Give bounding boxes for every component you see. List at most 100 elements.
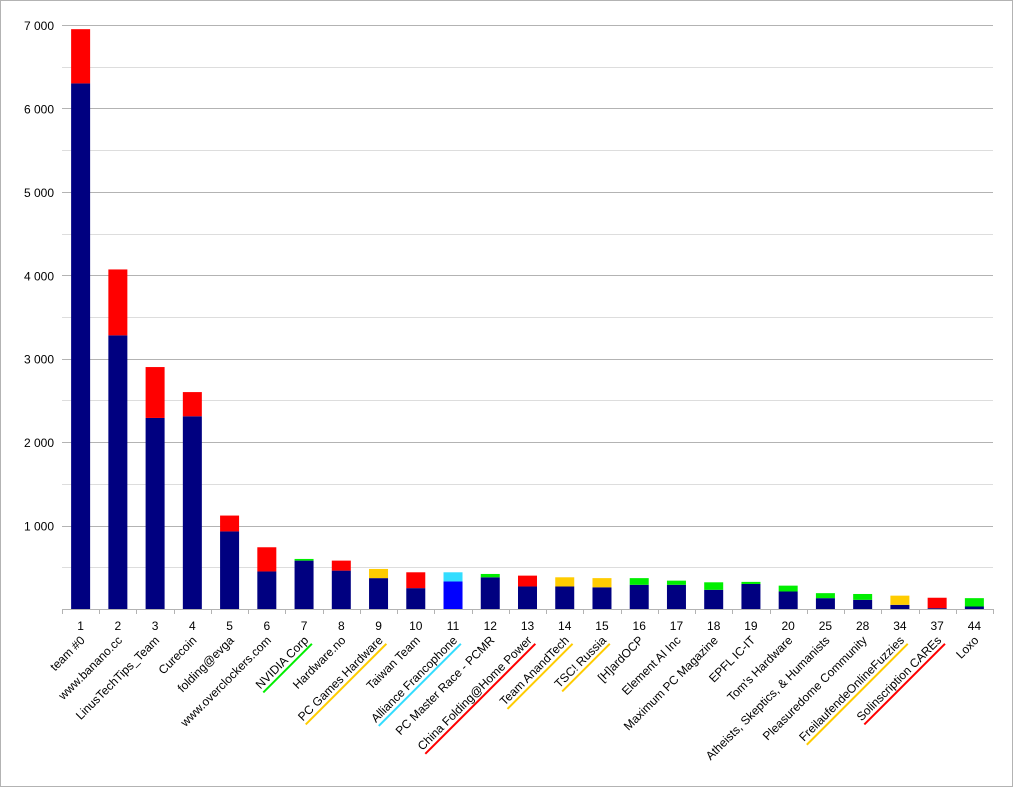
x-tick-rank-label: 14 [558,619,572,633]
x-tick-rank-label: 37 [930,619,944,633]
bar-segment-top [257,547,277,572]
bar-segment-base [853,599,873,609]
y-tick-label: 7 000 [24,19,54,33]
bar-segment-top [443,572,463,582]
bar-segment-top [71,29,91,84]
x-axis [62,609,994,614]
x-tick-name-label: Loxo [953,633,982,662]
x-tick-rank-label: 2 [115,619,122,633]
bar-segment-base [406,588,426,609]
bar-segment-base [964,606,984,609]
x-tick-name-underline [378,643,462,727]
x-tick-rank-label: 9 [375,619,382,633]
bar-segment-base [815,598,835,609]
bar-segment-base [369,578,389,609]
x-tick-name-group: Loxo [953,633,982,662]
bar-segment-base [778,591,798,609]
x-tick-rank-label: 6 [263,619,270,633]
x-tick-name-underline [262,643,313,694]
bar-segment-base [555,586,575,609]
bar-segment-top [890,595,910,605]
bar-segment-base [220,531,240,609]
y-tick-label: 1 000 [24,520,54,534]
bar-segment-base [145,417,165,609]
x-tick-rank-label: 15 [595,619,609,633]
x-tick-name-label: Tom's Hardware [724,633,795,704]
bar-segment-base [741,583,761,609]
x-tick-rank-label: 44 [968,619,982,633]
x-tick-name-underline [561,643,611,693]
x-tick-rank-label: 3 [152,619,159,633]
bar-segment-top [518,575,537,587]
x-tick-name-group: Tom's Hardware [724,633,795,704]
x-tick-rank-label: 13 [521,619,535,633]
bar-segment-top [220,515,240,532]
bar-segment-base [518,586,537,609]
x-tick-rank-label: 20 [782,619,796,633]
x-tick-rank-label: 1 [77,619,84,633]
x-tick-rank-label: 28 [856,619,870,633]
x-tick-name-underline [506,643,574,710]
bar-segment-base [182,416,202,609]
bar-segment-top [741,581,761,584]
x-tick-rank-label: 4 [189,619,196,633]
x-tick-name-underline [305,643,388,726]
bar-segment-top [853,593,873,600]
bar-segment-top [108,269,128,336]
bar-segment-base [704,589,724,609]
x-tick-rank-label: 17 [670,619,684,633]
bar-segment-base [257,571,277,609]
bar-segment-top [294,558,314,561]
bar-segment-top [480,573,500,578]
bar-segment-top [406,572,426,589]
bar-segment-base [331,570,351,609]
bar-segment-top [927,597,947,609]
bar-segment-top [666,580,686,585]
bar-segment-top [629,578,649,585]
bar-segment-top [555,577,575,587]
bar-segment-top [964,598,984,607]
x-tick-rank-label: 25 [819,619,833,633]
bar-segment-top [369,568,389,579]
y-tick-label: 4 000 [24,269,54,283]
bar-segment-base [592,587,612,609]
x-tick-rank-label: 10 [409,619,423,633]
bar-segment-base [71,83,91,609]
bar-segment-top [145,367,165,418]
bar-segment-top [592,578,612,588]
x-tick-rank-label: 11 [447,619,460,633]
bars [71,29,984,609]
bar-segment-top [704,582,724,590]
bar-segment-base [927,608,947,609]
bar-segment-base [629,584,649,609]
x-tick-rank-label: 18 [707,619,721,633]
x-tick-name-label: www.banano.cc [55,633,125,703]
x-tick-name-underline [806,643,909,746]
x-tick-rank-label: 12 [484,619,498,633]
x-tick-name-group: www.banano.cc [55,633,125,703]
x-tick-rank-label: 16 [633,619,647,633]
bar-segment-base [480,577,500,609]
bar-segment-base [666,584,686,609]
bar-segment-top [815,593,835,599]
bar-segment-base [294,560,314,609]
y-tick-label: 2 000 [24,436,54,450]
bar-segment-top [182,392,202,417]
x-tick-name-underline [424,643,537,755]
y-tick-label: 5 000 [24,186,54,200]
y-tick-label: 6 000 [24,102,54,116]
gridlines [62,25,993,610]
bar-segment-top [778,585,798,592]
x-tick-name-underline [863,643,946,726]
bar-segment-base [108,335,128,609]
x-tick-rank-label: 19 [744,619,758,633]
y-axis-tick-labels: 1 000 2 000 3 000 4 000 5 000 6 000 7 000 [24,19,54,534]
bar-segment-base [443,581,463,609]
x-tick-rank-label: 5 [226,619,233,633]
y-tick-label: 3 000 [24,353,54,367]
x-tick-rank-label: 8 [338,619,345,633]
bar-segment-top [331,560,351,571]
